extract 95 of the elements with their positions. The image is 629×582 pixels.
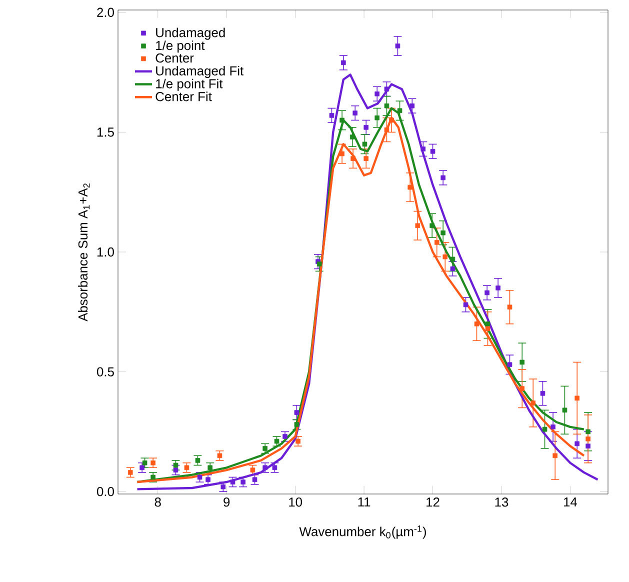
point [485, 326, 490, 332]
point [362, 142, 368, 147]
point [294, 422, 300, 427]
point [217, 453, 222, 458]
point [450, 266, 456, 272]
point [220, 484, 226, 490]
point [484, 290, 490, 296]
point [474, 321, 480, 326]
point [384, 127, 390, 132]
point [420, 146, 426, 152]
x-axis-title: Wavenumber k$_{0}$(µm$^{-1}$) [299, 526, 426, 539]
point [374, 91, 380, 96]
legend-label: 1/e point Fit [156, 78, 223, 91]
legend-label: Undamaged Fit [156, 66, 244, 78]
point [389, 118, 394, 123]
point [395, 44, 400, 48]
point [364, 125, 368, 130]
y-tick-label: 0.0 [96, 487, 114, 496]
point [442, 254, 448, 260]
point [140, 465, 144, 470]
point [384, 86, 390, 92]
point [340, 151, 344, 156]
x-tick-label: 9 [224, 498, 230, 507]
x-tick-label: 13 [495, 498, 508, 507]
point [206, 477, 210, 482]
point [350, 134, 355, 140]
point [296, 438, 300, 444]
point [450, 256, 456, 262]
x-tick-label: 10 [289, 498, 302, 507]
point [430, 223, 434, 228]
x-tick-label: 14 [564, 498, 578, 506]
point [550, 424, 556, 430]
point [294, 410, 300, 415]
point [272, 465, 278, 470]
point [374, 115, 380, 120]
legend-label: Center [156, 53, 194, 63]
point [410, 103, 415, 108]
point [540, 390, 546, 396]
x-tick-label: 8 [154, 498, 161, 507]
point [350, 156, 356, 161]
point [440, 230, 446, 236]
point [434, 240, 440, 245]
point [397, 108, 402, 114]
point [197, 474, 202, 480]
point [230, 480, 236, 484]
point [520, 360, 525, 365]
legend-label: Undamaged [156, 28, 225, 40]
point [574, 441, 580, 446]
point [507, 362, 512, 368]
point [195, 458, 200, 463]
point [352, 110, 358, 116]
point [530, 400, 536, 406]
point [142, 460, 148, 466]
point [340, 118, 344, 123]
point [316, 262, 322, 266]
y-tick-label: 2.0 [97, 8, 114, 17]
point [562, 408, 568, 413]
y-axis-title: Absorbance Sum A$_{1}$+A$_{2}$ [78, 184, 90, 322]
point [341, 60, 346, 66]
y-tick-label: 1.0 [97, 247, 114, 257]
point [262, 446, 268, 451]
y-tick-label: 0.5 [96, 367, 114, 376]
point [586, 436, 590, 442]
point [128, 470, 133, 475]
legend-label: 1/e point [156, 40, 205, 53]
point [574, 396, 580, 401]
point [384, 103, 390, 108]
point [250, 468, 256, 472]
point [184, 465, 190, 470]
point [262, 465, 268, 470]
legend-label: Center Fit [156, 92, 212, 102]
point [485, 321, 490, 326]
point [586, 444, 590, 448]
point [440, 175, 446, 180]
point [542, 426, 548, 432]
point [520, 386, 525, 391]
point [274, 438, 280, 444]
x-tick-label: 11 [358, 498, 370, 506]
point [415, 223, 420, 228]
point [507, 304, 512, 310]
point [252, 477, 258, 482]
point [364, 156, 368, 161]
point [208, 465, 212, 470]
point [150, 474, 156, 480]
point [552, 453, 558, 458]
point [150, 460, 156, 466]
point [496, 286, 500, 290]
point [430, 148, 436, 154]
point [463, 302, 468, 308]
point [282, 434, 288, 439]
point [329, 113, 334, 118]
point [240, 480, 246, 484]
x-tick-label: 12 [426, 498, 440, 507]
point [408, 184, 412, 190]
y-tick-label: 1.5 [97, 128, 114, 137]
